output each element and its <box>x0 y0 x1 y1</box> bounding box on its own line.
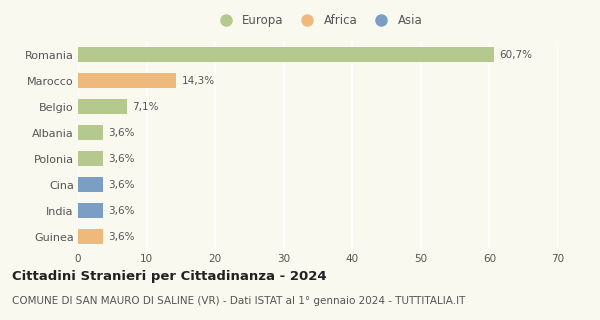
Bar <box>78 74 176 88</box>
Text: 60,7%: 60,7% <box>500 50 533 60</box>
Text: COMUNE DI SAN MAURO DI SALINE (VR) - Dati ISTAT al 1° gennaio 2024 - TUTTITALIA.: COMUNE DI SAN MAURO DI SALINE (VR) - Dat… <box>12 296 466 306</box>
Text: 7,1%: 7,1% <box>132 102 158 112</box>
Bar <box>78 204 103 218</box>
Bar <box>78 125 103 140</box>
Text: Cittadini Stranieri per Cittadinanza - 2024: Cittadini Stranieri per Cittadinanza - 2… <box>12 270 326 284</box>
Bar <box>78 100 127 114</box>
Text: 3,6%: 3,6% <box>108 205 134 216</box>
Bar <box>78 151 103 166</box>
Text: 3,6%: 3,6% <box>108 154 134 164</box>
Text: 3,6%: 3,6% <box>108 128 134 138</box>
Bar <box>78 178 103 192</box>
Legend: Europa, Africa, Asia: Europa, Africa, Asia <box>209 9 427 32</box>
Text: 14,3%: 14,3% <box>182 76 215 86</box>
Bar <box>78 229 103 244</box>
Text: 3,6%: 3,6% <box>108 232 134 242</box>
Bar <box>78 47 494 62</box>
Text: 3,6%: 3,6% <box>108 180 134 189</box>
